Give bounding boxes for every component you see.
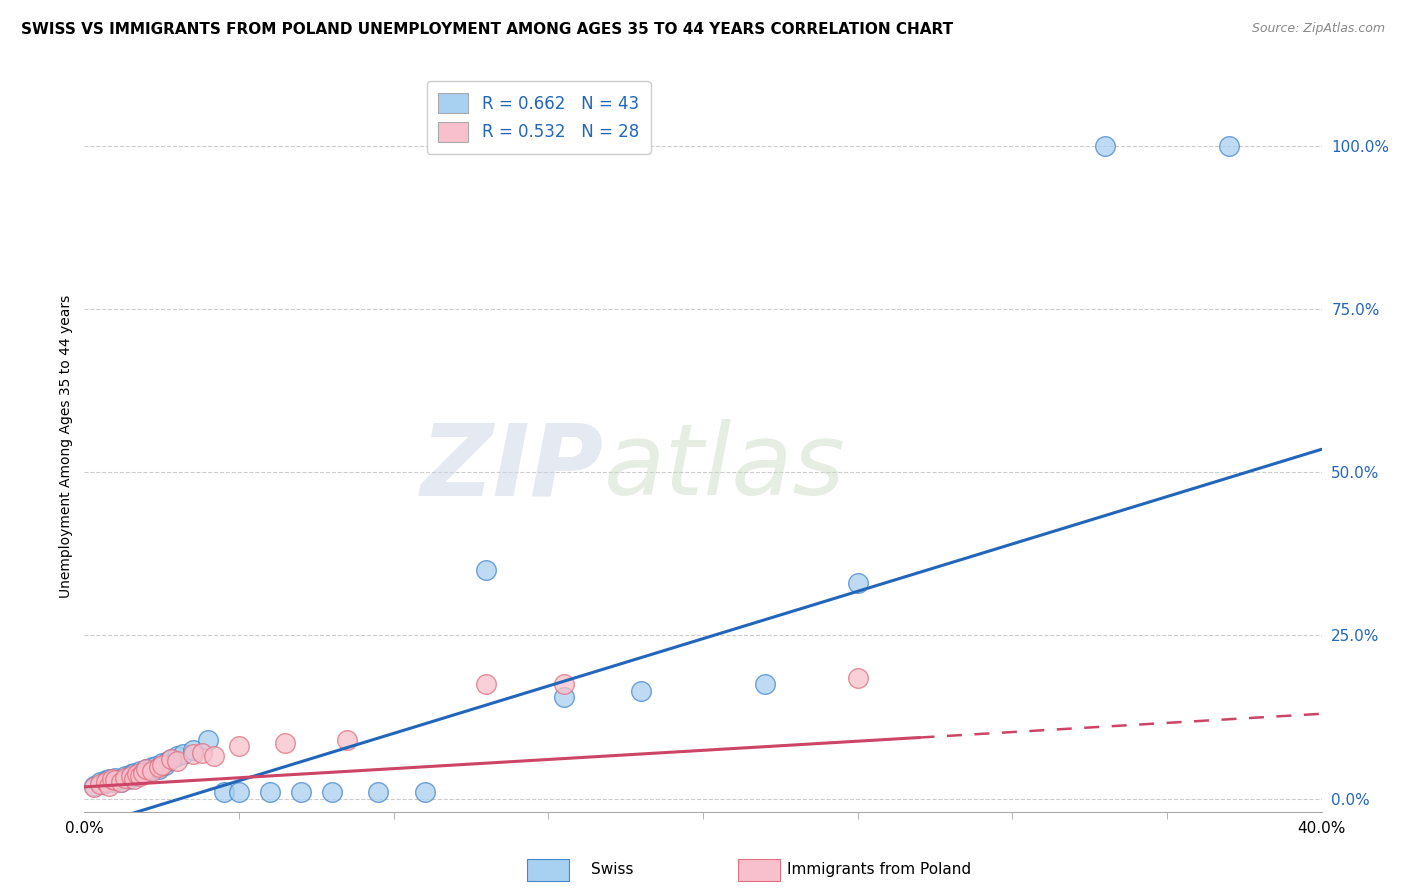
Text: atlas: atlas [605,419,845,516]
Point [148,762,170,776]
Point [156,754,179,768]
Point [120,769,142,783]
Point [150,756,173,770]
Point [153,757,176,772]
Point [846,671,869,685]
Point [475,677,498,691]
Point [1094,138,1116,153]
Point [228,785,250,799]
Point [132,765,155,780]
Point [104,771,127,785]
Point [166,754,188,768]
Point [166,749,188,764]
Y-axis label: Unemployment Among Ages 35 to 44 years: Unemployment Among Ages 35 to 44 years [59,294,73,598]
Point [107,773,129,788]
Point [367,785,389,799]
Point [94,773,117,788]
Text: Immigrants from Poland: Immigrants from Poland [787,863,972,877]
Text: Swiss: Swiss [591,863,633,877]
Point [94,775,117,789]
Point [191,746,214,760]
Point [160,752,183,766]
Point [129,769,152,783]
Point [122,772,145,786]
Text: ZIP: ZIP [420,419,605,516]
Point [138,764,160,779]
Point [120,767,142,781]
Point [125,767,148,781]
Point [754,677,776,691]
Point [475,563,498,577]
Point [150,757,173,772]
Point [117,772,139,786]
Point [172,747,194,762]
Point [553,690,575,705]
Point [145,759,167,773]
Point [101,774,124,789]
Point [98,772,121,786]
Point [181,747,204,762]
Point [110,775,132,789]
Point [91,777,114,791]
Point [181,742,204,756]
Point [413,785,436,799]
Point [1218,138,1240,153]
Point [846,576,869,591]
Point [336,732,359,747]
Point [202,749,225,764]
Point [321,785,343,799]
Legend: R = 0.662   N = 43, R = 0.532   N = 28: R = 0.662 N = 43, R = 0.532 N = 28 [427,81,651,153]
Point [98,779,121,793]
Point [212,785,235,799]
Point [259,785,281,799]
Point [160,752,183,766]
Text: Source: ZipAtlas.com: Source: ZipAtlas.com [1251,22,1385,36]
Point [290,785,312,799]
Point [148,760,170,774]
Point [114,769,136,783]
Point [101,772,124,786]
Point [129,764,152,779]
Point [110,775,132,789]
Point [135,762,157,776]
Point [553,677,575,691]
Point [132,767,155,781]
Point [89,777,111,791]
Point [122,765,145,780]
Point [89,775,111,789]
Point [114,771,136,785]
Text: SWISS VS IMMIGRANTS FROM POLAND UNEMPLOYMENT AMONG AGES 35 TO 44 YEARS CORRELATI: SWISS VS IMMIGRANTS FROM POLAND UNEMPLOY… [21,22,953,37]
Point [228,739,250,754]
Point [83,779,105,793]
Point [141,760,163,774]
Point [630,684,652,698]
Point [197,732,219,747]
Point [104,773,127,788]
Point [135,762,157,776]
Point [125,769,148,783]
Point [141,764,163,779]
Point [83,780,105,794]
Point [274,736,297,750]
